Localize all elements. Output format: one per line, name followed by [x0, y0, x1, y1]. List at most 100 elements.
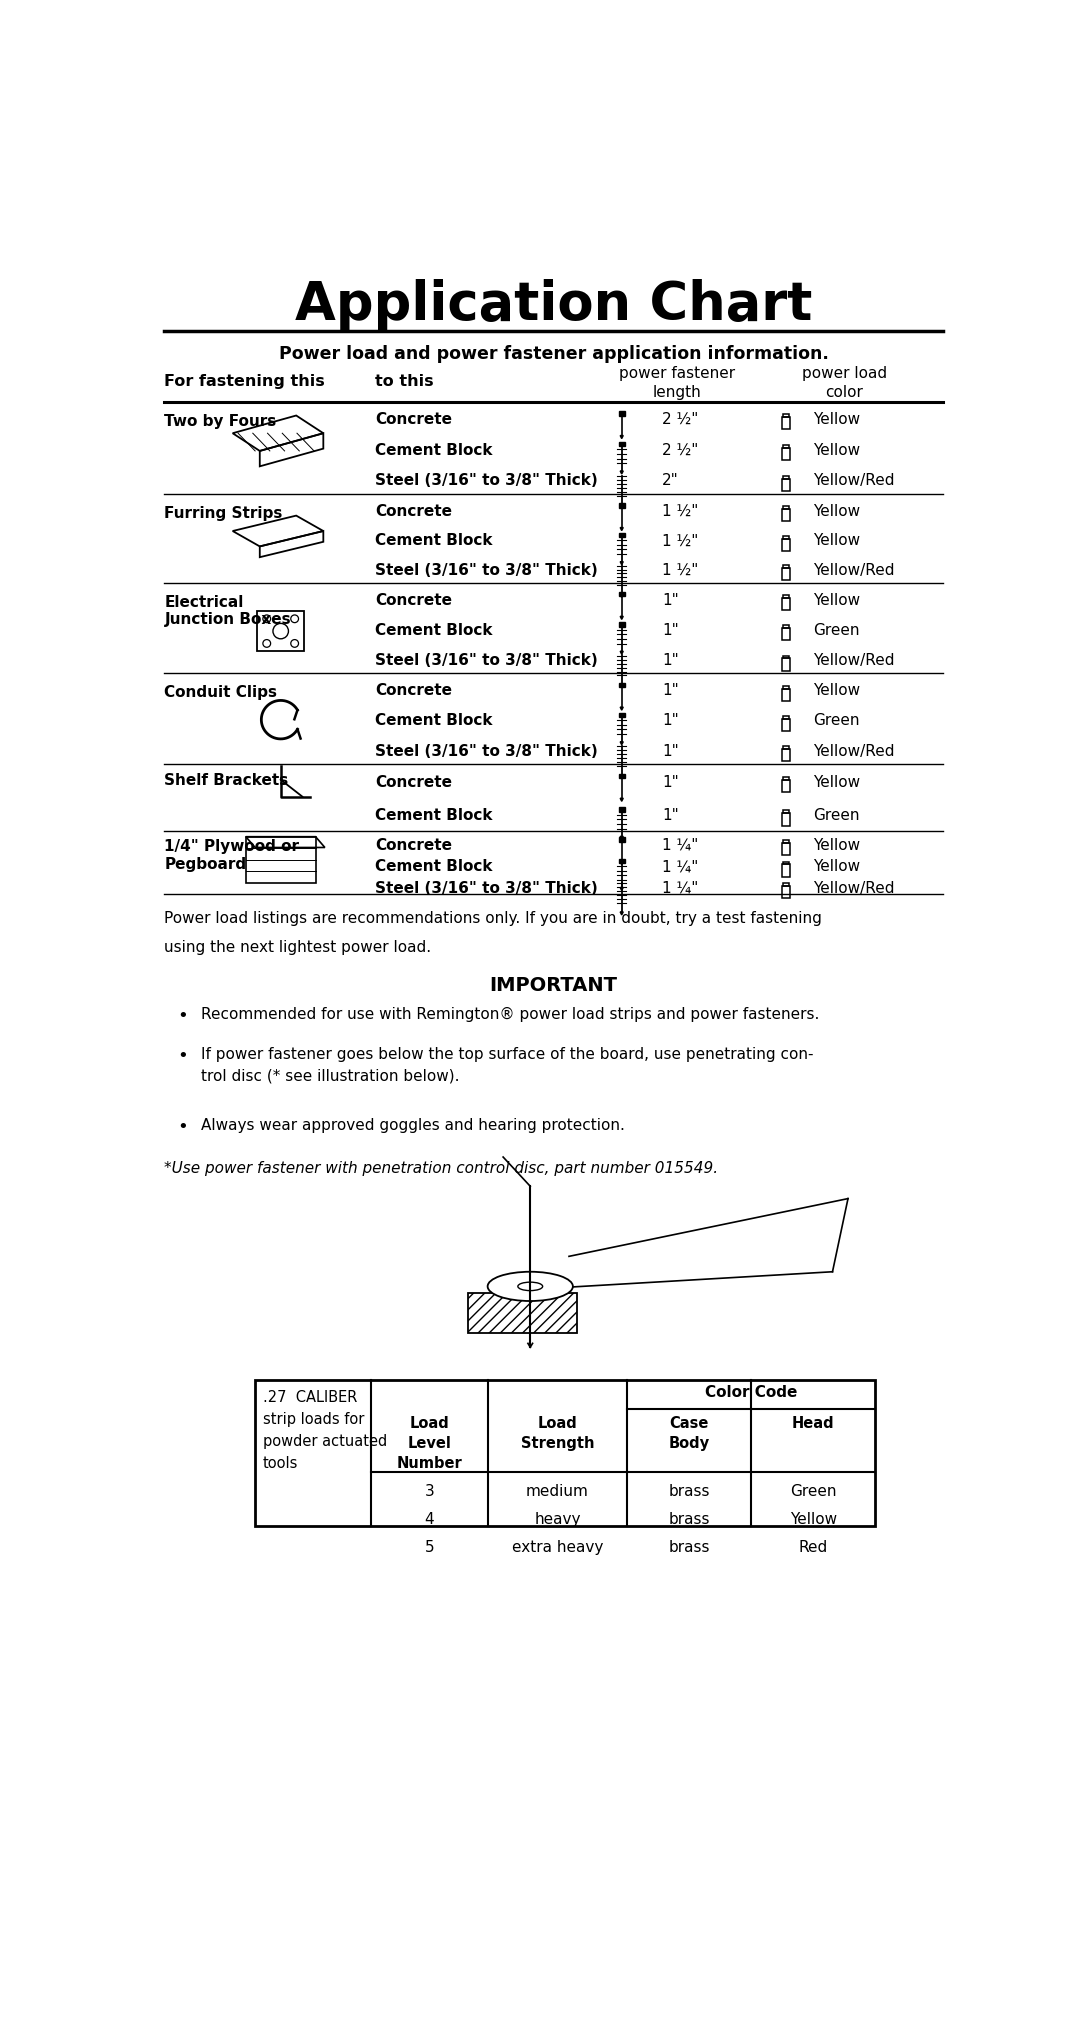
Text: Cement Block: Cement Block — [375, 807, 492, 822]
Bar — [255, 1380, 875, 1525]
Text: Yellow/Red: Yellow/Red — [813, 742, 894, 759]
Text: Furring Strips: Furring Strips — [164, 506, 283, 520]
Bar — [782, 599, 789, 612]
Text: Yellow: Yellow — [813, 504, 861, 518]
Bar — [619, 412, 625, 416]
Text: .27  CALIBER
strip loads for
powder actuated
tools: .27 CALIBER strip loads for powder actua… — [262, 1389, 387, 1470]
Text: Two by Fours: Two by Fours — [164, 414, 276, 428]
Bar — [782, 689, 789, 701]
Polygon shape — [620, 775, 623, 779]
Text: Green: Green — [813, 807, 860, 822]
Text: Case
Body: Case Body — [669, 1415, 710, 1450]
Bar — [783, 840, 789, 844]
Text: Steel (3/16" to 3/8" Thick): Steel (3/16" to 3/8" Thick) — [375, 563, 598, 577]
Text: Concrete: Concrete — [375, 683, 453, 697]
Text: Cement Block: Cement Block — [375, 714, 492, 728]
Bar — [782, 814, 789, 826]
Text: Concrete: Concrete — [375, 593, 453, 608]
Text: If power fastener goes below the top surface of the board, use penetrating con-
: If power fastener goes below the top sur… — [201, 1046, 813, 1083]
Bar — [782, 844, 789, 856]
Text: color: color — [825, 385, 863, 400]
Bar — [782, 510, 789, 522]
Bar — [783, 687, 789, 689]
Bar — [619, 504, 625, 508]
Bar — [782, 887, 789, 899]
Text: Green: Green — [813, 622, 860, 638]
Bar — [783, 777, 789, 781]
Text: •: • — [177, 1046, 188, 1064]
Text: Steel (3/16" to 3/8" Thick): Steel (3/16" to 3/8" Thick) — [375, 881, 598, 895]
Bar — [782, 748, 789, 763]
Bar — [619, 624, 625, 628]
Text: Cement Block: Cement Block — [375, 622, 492, 638]
Bar — [469, 1293, 577, 1334]
Text: 1": 1" — [662, 652, 678, 669]
Bar — [783, 595, 789, 599]
Bar — [783, 536, 789, 540]
Bar — [619, 442, 625, 447]
Bar — [783, 657, 789, 659]
Text: power load: power load — [801, 367, 887, 381]
Text: 1 ½": 1 ½" — [662, 532, 699, 548]
Text: brass
brass
brass: brass brass brass — [669, 1484, 710, 1554]
Text: Yellow/Red: Yellow/Red — [813, 563, 894, 577]
Text: Cement Block: Cement Block — [375, 858, 492, 875]
Text: Electrical
Junction Boxes: Electrical Junction Boxes — [164, 593, 292, 626]
Bar — [619, 807, 625, 812]
Text: Shelf Brackets: Shelf Brackets — [164, 773, 288, 787]
Bar — [619, 714, 625, 718]
Bar — [619, 683, 625, 687]
Text: 1": 1" — [662, 714, 678, 728]
Text: power fastener: power fastener — [620, 367, 735, 381]
Bar — [619, 534, 625, 538]
Text: Steel (3/16" to 3/8" Thick): Steel (3/16" to 3/8" Thick) — [375, 473, 598, 487]
Text: Concrete: Concrete — [375, 775, 453, 789]
Bar — [783, 477, 789, 479]
Polygon shape — [620, 506, 623, 508]
Bar — [783, 746, 789, 748]
Text: Yellow/Red: Yellow/Red — [813, 881, 894, 895]
Bar — [783, 626, 789, 628]
Polygon shape — [620, 528, 623, 532]
Text: 1/4" Plywood or
Pegboard: 1/4" Plywood or Pegboard — [164, 838, 299, 871]
Bar — [619, 775, 625, 779]
Text: Yellow: Yellow — [813, 838, 861, 852]
Text: Color Code: Color Code — [705, 1384, 797, 1399]
Text: Yellow: Yellow — [813, 532, 861, 548]
Polygon shape — [620, 911, 623, 916]
Bar — [783, 567, 789, 569]
Text: Yellow: Yellow — [813, 775, 861, 789]
Bar — [782, 479, 789, 491]
Text: 1 ¼": 1 ¼" — [662, 881, 699, 895]
Bar — [782, 569, 789, 581]
Text: Concrete: Concrete — [375, 412, 453, 426]
Text: Cement Block: Cement Block — [375, 532, 492, 548]
Text: 1 ½": 1 ½" — [662, 563, 699, 577]
Ellipse shape — [517, 1283, 542, 1291]
Bar — [782, 449, 789, 461]
Bar — [619, 838, 625, 842]
Text: Yellow/Red: Yellow/Red — [813, 473, 894, 487]
Text: 1": 1" — [662, 775, 678, 789]
Polygon shape — [620, 889, 623, 891]
Bar — [782, 659, 789, 671]
Bar — [619, 593, 625, 597]
Polygon shape — [620, 799, 623, 801]
Text: 2 ½": 2 ½" — [662, 442, 699, 457]
Text: length: length — [653, 385, 702, 400]
Text: Load
Level
Number: Load Level Number — [396, 1415, 462, 1470]
Bar — [783, 447, 789, 449]
Text: 1": 1" — [662, 593, 678, 608]
Text: Yellow: Yellow — [813, 442, 861, 457]
Text: Yellow/Red: Yellow/Red — [813, 652, 894, 669]
Text: using the next lightest power load.: using the next lightest power load. — [164, 940, 432, 954]
Text: •: • — [177, 1117, 188, 1136]
Text: 2": 2" — [662, 473, 678, 487]
Text: Yellow: Yellow — [813, 412, 861, 426]
Bar — [782, 720, 789, 732]
Bar — [782, 865, 789, 877]
Bar — [782, 628, 789, 640]
Text: medium
heavy
extra heavy: medium heavy extra heavy — [512, 1484, 603, 1554]
Bar — [782, 540, 789, 553]
Polygon shape — [620, 652, 623, 655]
